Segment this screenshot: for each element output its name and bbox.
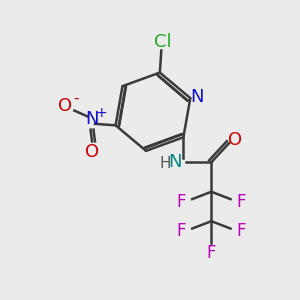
Text: F: F	[237, 193, 246, 211]
Text: N: N	[85, 110, 99, 128]
Text: H: H	[159, 156, 171, 171]
Text: Cl: Cl	[154, 33, 172, 51]
Text: -: -	[74, 91, 79, 106]
Text: F: F	[237, 223, 246, 241]
Text: N: N	[190, 88, 203, 106]
Text: F: F	[177, 193, 186, 211]
Text: +: +	[96, 106, 108, 120]
Text: O: O	[85, 143, 99, 161]
Text: O: O	[228, 131, 243, 149]
Text: O: O	[58, 97, 72, 115]
Text: N: N	[168, 153, 182, 171]
Text: F: F	[177, 223, 186, 241]
Text: F: F	[207, 244, 216, 262]
